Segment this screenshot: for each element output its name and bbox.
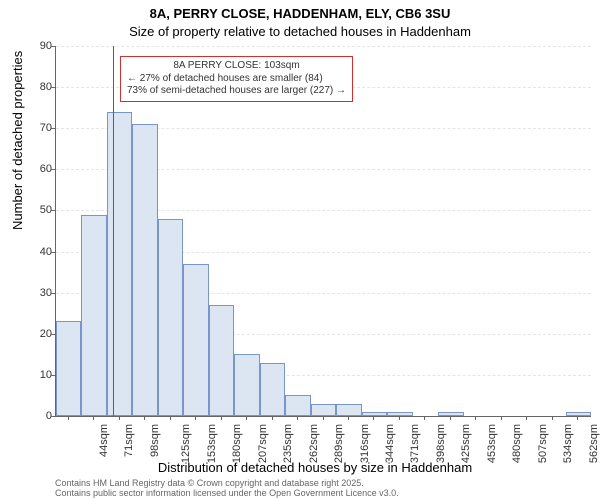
ytick-mark [51,87,55,88]
histogram-bar [285,395,310,416]
xtick-mark [272,416,273,420]
xtick-label: 562sqm [588,424,600,463]
xtick-label: 262sqm [308,424,320,463]
histogram-bar [566,412,591,416]
xtick-mark [348,416,349,420]
xtick-label: 507sqm [537,424,549,463]
histogram-bar [387,412,412,416]
ytick-mark [51,252,55,253]
xtick-mark [501,416,502,420]
chart-title-main: 8A, PERRY CLOSE, HADDENHAM, ELY, CB6 3SU [0,6,600,21]
xtick-label: 235sqm [282,424,294,463]
xtick-mark [424,416,425,420]
xtick-mark [246,416,247,420]
chart-title-sub: Size of property relative to detached ho… [0,24,600,39]
xtick-mark [526,416,527,420]
ytick-mark [51,375,55,376]
xtick-label: 425sqm [461,424,473,463]
xtick-mark [297,416,298,420]
xtick-mark [450,416,451,420]
property-size-histogram: 8A, PERRY CLOSE, HADDENHAM, ELY, CB6 3SU… [0,0,600,500]
xtick-label: 534sqm [562,424,574,463]
histogram-bar [81,215,106,416]
footer-line-1: Contains HM Land Registry data © Crown c… [55,478,399,488]
xtick-mark [221,416,222,420]
histogram-bar [260,363,285,416]
histogram-bar [158,219,183,416]
xtick-mark [323,416,324,420]
ytick-mark [51,416,55,417]
xtick-mark [195,416,196,420]
annotation-line: ← 27% of detached houses are smaller (84… [127,73,346,86]
histogram-bar [132,124,157,416]
chart-footer: Contains HM Land Registry data © Crown c… [55,478,399,499]
footer-line-2: Contains public sector information licen… [55,488,399,498]
xtick-mark [577,416,578,420]
histogram-bar [209,305,234,416]
ytick-mark [51,46,55,47]
y-axis-label: Number of detached properties [10,51,25,230]
xtick-label: 71sqm [123,424,135,457]
histogram-bar [362,412,387,416]
plot-area: 8A PERRY CLOSE: 103sqm← 27% of detached … [55,46,591,417]
histogram-bar [311,404,336,416]
histogram-bar [336,404,361,416]
xtick-mark [93,416,94,420]
property-marker-line [113,46,114,416]
xtick-mark [552,416,553,420]
xtick-label: 480sqm [511,424,523,463]
xtick-label: 207sqm [257,424,269,463]
annotation-box: 8A PERRY CLOSE: 103sqm← 27% of detached … [120,56,353,102]
xtick-label: 316sqm [359,424,371,463]
annotation-line: 73% of semi-detached houses are larger (… [127,85,346,98]
ytick-mark [51,169,55,170]
histogram-bar [56,321,81,416]
xtick-label: 398sqm [435,424,447,463]
xtick-mark [144,416,145,420]
xtick-label: 44sqm [98,424,110,457]
xtick-label: 453sqm [486,424,498,463]
ytick-mark [51,293,55,294]
gridline [56,46,591,47]
xtick-label: 98sqm [149,424,161,457]
xtick-mark [119,416,120,420]
xtick-mark [399,416,400,420]
xtick-label: 371sqm [410,424,422,463]
xtick-label: 180sqm [231,424,243,463]
histogram-bar [438,412,463,416]
x-axis-label: Distribution of detached houses by size … [0,460,600,475]
ytick-mark [51,128,55,129]
histogram-bar [107,112,132,416]
xtick-label: 153sqm [206,424,218,463]
histogram-bar [183,264,208,416]
xtick-mark [68,416,69,420]
ytick-mark [51,210,55,211]
xtick-label: 289sqm [333,424,345,463]
histogram-bar [234,354,259,416]
xtick-label: 344sqm [384,424,396,463]
xtick-label: 125sqm [180,424,192,463]
xtick-mark [170,416,171,420]
annotation-line: 8A PERRY CLOSE: 103sqm [127,60,346,73]
ytick-mark [51,334,55,335]
xtick-mark [373,416,374,420]
xtick-mark [475,416,476,420]
